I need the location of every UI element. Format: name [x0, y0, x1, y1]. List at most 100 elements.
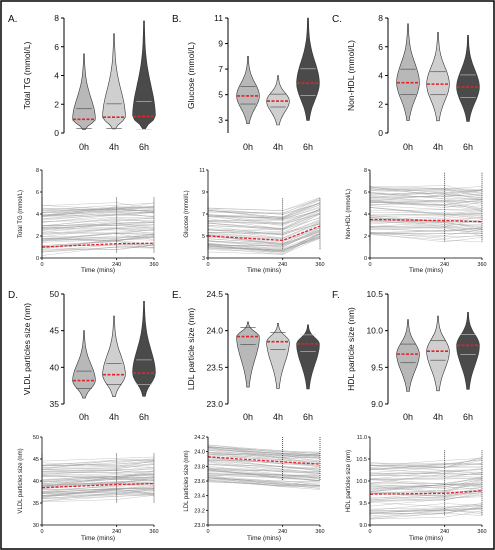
panel-e-line-xlabel: Time (mins): [247, 535, 281, 542]
panel-f-subject-line: [369, 471, 483, 476]
panel-e-line-xtick-label: 240: [278, 529, 287, 535]
panel-b-subject-line: [207, 202, 321, 215]
panel-d-line-xtick-label: 240: [112, 529, 121, 535]
panel-f-line-ytick-label: 9.5: [359, 501, 367, 507]
panel-f-violin-ylabel: HDL particle size (nm): [346, 307, 356, 391]
panel-e-line-ytick-label: 23.2: [194, 508, 205, 514]
panel-a-line-ytick-label: 8: [36, 168, 39, 174]
panel-c-violin-4h: [426, 32, 450, 122]
panel-e-violin-0h: [236, 321, 260, 388]
panel-a-subject-line: [41, 218, 155, 226]
panel-f-subject-line: [369, 475, 483, 478]
panel-c-violin-ytick-label: 0: [378, 128, 383, 138]
panel-f-violin-ytick-label: 10.0: [366, 326, 383, 336]
panel-e-line-ytick-label: 24.0: [194, 450, 205, 456]
panel-f-violin-ytick-label: 9.5: [371, 362, 383, 372]
panel-e-line-xtick-label: 0: [206, 529, 209, 535]
panel-f-line-xtick-label: 360: [477, 529, 486, 535]
panel-c-violin-group-label: 4h: [433, 142, 443, 152]
panel-a-subject-line: [41, 246, 155, 256]
panel-f-label: F.: [332, 290, 340, 301]
panel-f-violin-group-label: 6h: [463, 412, 473, 422]
panel-a-subject-line: [41, 216, 155, 223]
panel-a-violin-ytick-label: 8: [54, 13, 59, 23]
panel-c-line-xtick-label: 360: [477, 262, 486, 268]
panel-b-mean-line: [207, 225, 321, 242]
panel-c-subject-line: [369, 191, 483, 201]
panel-f-violin-4h: [426, 315, 450, 392]
panel-d-violin-group-label: 0h: [79, 412, 89, 422]
panel-b-line-ytick-label: 9: [202, 190, 205, 196]
panel-c-violin-ylabel: Non-HDL (mmol/L): [346, 40, 356, 111]
panel-e-violin-4h: [266, 322, 290, 389]
panel-b-subject-line: [207, 233, 321, 252]
panel-d-subject-line: [41, 490, 155, 494]
panel-b-line-ytick-label: 11: [199, 168, 205, 174]
panel-c-line-ylabel: Non-HDL (mmol/L): [346, 189, 352, 239]
panel-c-violin-6h: [456, 34, 480, 122]
panel-a-violin-6h: [132, 20, 156, 130]
panel-d-label: D.: [8, 290, 18, 301]
panel-e-violin-ytick-label: 24.5: [206, 289, 223, 299]
panel-b-subject-line: [207, 222, 321, 239]
panel-e-violin-group-label: 0h: [243, 412, 253, 422]
panel-f-subject-line: [369, 477, 483, 484]
panel-b-subject-line: [207, 233, 321, 254]
panel-c-subject-line: [369, 206, 483, 215]
panel-d-subject-line: [41, 476, 155, 483]
panel-b-violin-4h: [266, 75, 290, 126]
panel-b-subject-line: [207, 238, 321, 255]
panel-a-subject-line: [41, 220, 155, 222]
panel-b-label: B.: [172, 14, 181, 25]
panel-d-violin-4h: [102, 315, 126, 398]
panel-b-subject-line: [207, 206, 321, 221]
panel-d-violin-group-label: 4h: [109, 412, 119, 422]
panel-e-line-xtick-label: 360: [315, 529, 324, 535]
panel-e-subject-line: [207, 467, 321, 473]
panel-b-line-ytick-label: 3: [202, 256, 205, 262]
panel-b-subject-line: [207, 214, 321, 225]
panel-a-line-ytick-label: 6: [36, 190, 39, 196]
panel-f-subject-line: [369, 510, 483, 520]
panel-c-subject-line: [369, 228, 483, 234]
panel-d-subject-line: [41, 482, 155, 488]
panel-d-subject-line: [41, 466, 155, 468]
panel-c-line-ytick-label: 6: [364, 190, 367, 196]
panel-b-subject-line: [207, 202, 321, 219]
panel-e-subject-line: [207, 466, 321, 477]
panel-c-subject-line: [369, 199, 483, 206]
panel-f-violin-ytick-label: 9.0: [371, 399, 383, 409]
panel-b-line-ytick-label: 5: [202, 234, 205, 240]
panel-c-violin-ytick-label: 2: [378, 99, 383, 109]
panel-f-subject-line: [369, 503, 483, 510]
panel-f-subject-line: [369, 493, 483, 501]
panel-f-subject-line: [369, 477, 483, 480]
panel-c-line-ytick-label: 8: [364, 168, 367, 174]
panel-f-line-ytick-label: 10.5: [356, 457, 367, 463]
panel-a-violin-ytick-label: 4: [54, 71, 59, 81]
panel-e-violin-group-label: 4h: [273, 412, 283, 422]
panel-a-violin-group-label: 0h: [79, 142, 89, 152]
panel-e-violin-ytick-label: 23.0: [206, 399, 223, 409]
panel-e-violin-ytick-label: 24.0: [206, 326, 223, 336]
panel-b-line-xtick-label: 240: [278, 262, 287, 268]
panel-b-violin-ytick-label: 9: [218, 39, 223, 49]
panel-a-violin-0h: [72, 53, 96, 130]
panel-b-subject-line: [207, 217, 321, 231]
panel-c-line-xlabel: Time (mins): [409, 267, 443, 274]
panel-a-violin-ytick-label: 0: [54, 128, 59, 138]
panel-d-mean-line: [41, 482, 155, 489]
panel-f-mean-line: [369, 490, 483, 495]
panel-e-line-ytick-label: 24.2: [194, 435, 205, 441]
panel-a-subject-line: [41, 244, 155, 250]
panel-b-violin-ylabel: Glucose (mmol/L): [186, 42, 196, 109]
panel-d-violin-ytick-label: 35: [50, 399, 60, 409]
panel-e-subject-line: [207, 461, 321, 474]
panel-d-subject-line: [41, 479, 155, 486]
panel-f-line-ytick-label: 10.0: [356, 479, 367, 485]
panel-e-subject-line: [207, 460, 321, 469]
panel-c-subject-line: [369, 195, 483, 201]
panel-a-line-xtick-label: 240: [112, 262, 121, 268]
panel-f-subject-line: [369, 506, 483, 518]
panel-c-violin-0h: [396, 23, 420, 121]
